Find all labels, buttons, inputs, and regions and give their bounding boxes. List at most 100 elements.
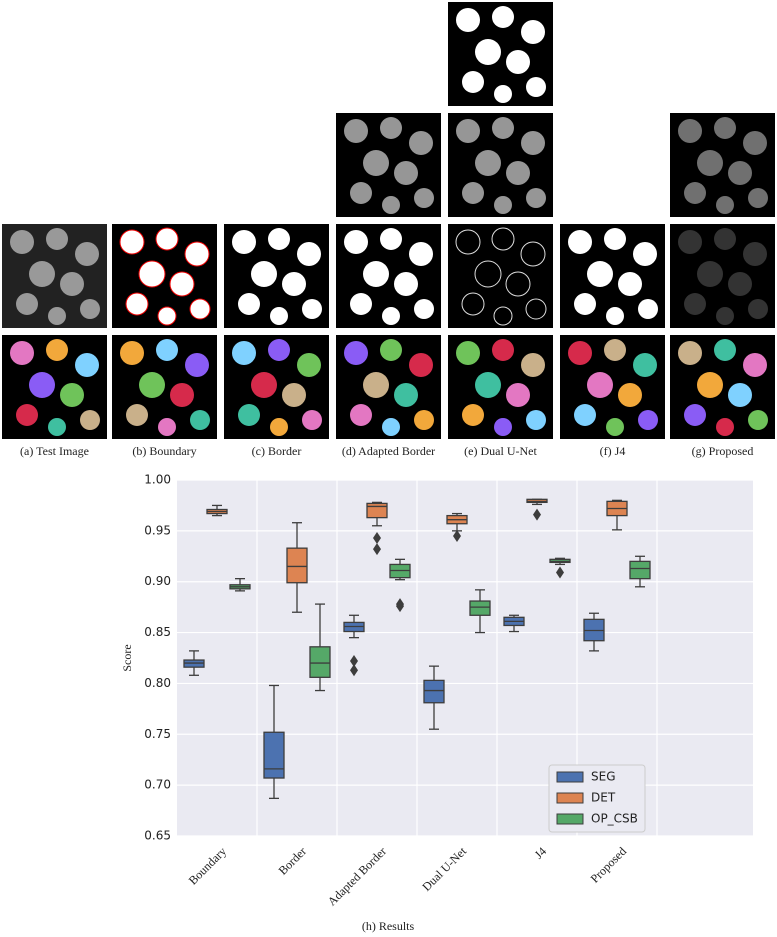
nucleus: [604, 228, 626, 250]
nucleus: [170, 383, 194, 407]
outlier: [453, 529, 461, 542]
nucleus: [574, 404, 596, 426]
y-tick-label: 0.70: [144, 778, 171, 792]
image-panel: [2, 335, 107, 439]
nucleus: [716, 307, 734, 325]
nucleus: [156, 339, 178, 361]
nucleus: [604, 339, 626, 361]
nucleus: [382, 196, 400, 214]
image-panel: [448, 113, 553, 217]
image-panel: [224, 335, 329, 439]
nucleus: [119, 229, 145, 255]
nucleus: [363, 372, 389, 398]
box: [263, 731, 285, 779]
image-panel: [336, 224, 441, 328]
nucleus: [394, 272, 418, 296]
legend-swatch: [556, 792, 584, 804]
nucleus: [184, 241, 210, 267]
box: [366, 502, 388, 519]
nucleus: [251, 372, 277, 398]
nucleus: [409, 131, 433, 155]
nucleus: [638, 410, 658, 430]
nucleus: [268, 339, 290, 361]
y-tick-label: 0.95: [144, 523, 171, 537]
nucleus: [456, 119, 480, 143]
image-panel: [112, 224, 217, 328]
x-tick-label: J4: [532, 844, 549, 861]
y-tick-label: 1.00: [144, 473, 171, 487]
image-panel: [224, 224, 329, 328]
nucleus: [394, 383, 418, 407]
nucleus: [491, 227, 515, 251]
nucleus: [526, 188, 546, 208]
image-panel: [448, 2, 553, 106]
nucleus: [125, 292, 149, 316]
y-tick-label: 0.75: [144, 727, 171, 741]
nucleus: [492, 6, 514, 28]
image-panel: [670, 224, 775, 328]
nucleus: [75, 242, 99, 266]
nucleus: [297, 242, 321, 266]
nucleus: [232, 230, 256, 254]
nucleus: [606, 418, 624, 436]
nucleus: [492, 117, 514, 139]
nucleus: [587, 261, 613, 287]
nucleus: [716, 196, 734, 214]
image-panel: [448, 335, 553, 439]
nucleus: [728, 161, 752, 185]
nucleus: [506, 383, 530, 407]
x-axis-label: (h) Results: [362, 919, 415, 933]
nucleus: [190, 410, 210, 430]
nucleus: [80, 299, 100, 319]
outlier: [350, 664, 358, 677]
image-panel: [336, 113, 441, 217]
nucleus: [270, 307, 288, 325]
image-panel: [670, 113, 775, 217]
image-panel: [670, 335, 775, 439]
plot-background: [177, 480, 753, 836]
nucleus: [350, 182, 372, 204]
nucleus: [684, 404, 706, 426]
nucleus: [344, 119, 368, 143]
nucleus: [678, 341, 702, 365]
nucleus: [697, 261, 723, 287]
nucleus: [618, 383, 642, 407]
nucleus: [10, 230, 34, 254]
nucleus: [80, 410, 100, 430]
nucleus: [232, 341, 256, 365]
nucleus: [462, 404, 484, 426]
nucleus: [302, 410, 322, 430]
panel-caption: (e) Dual U-Net: [464, 444, 537, 458]
box: [629, 560, 651, 580]
nucleus: [494, 418, 512, 436]
box: [423, 679, 445, 704]
y-tick-label: 0.90: [144, 574, 171, 588]
nucleus: [380, 117, 402, 139]
legend-label: DET: [591, 791, 616, 805]
nucleus: [684, 293, 706, 315]
panel-caption: (b) Boundary: [132, 444, 196, 458]
nucleus: [748, 188, 768, 208]
nucleus: [506, 50, 530, 74]
nucleus: [684, 182, 706, 204]
x-tick-label: Adapted Border: [325, 844, 389, 908]
nucleus: [492, 339, 514, 361]
nucleus: [456, 341, 480, 365]
nucleus: [521, 131, 545, 155]
nucleus: [75, 353, 99, 377]
nucleus: [363, 150, 389, 176]
nucleus: [714, 339, 736, 361]
nucleus: [169, 271, 195, 297]
nucleus: [302, 299, 322, 319]
nucleus: [46, 339, 68, 361]
box: [469, 600, 491, 616]
x-tick-label: Boundary: [186, 844, 229, 887]
outlier: [373, 543, 381, 556]
nucleus: [474, 260, 502, 288]
nucleus: [48, 418, 66, 436]
y-tick-label: 0.85: [144, 625, 171, 639]
nucleus: [409, 242, 433, 266]
nucleus: [574, 293, 596, 315]
nucleus: [748, 299, 768, 319]
nucleus: [716, 418, 734, 436]
